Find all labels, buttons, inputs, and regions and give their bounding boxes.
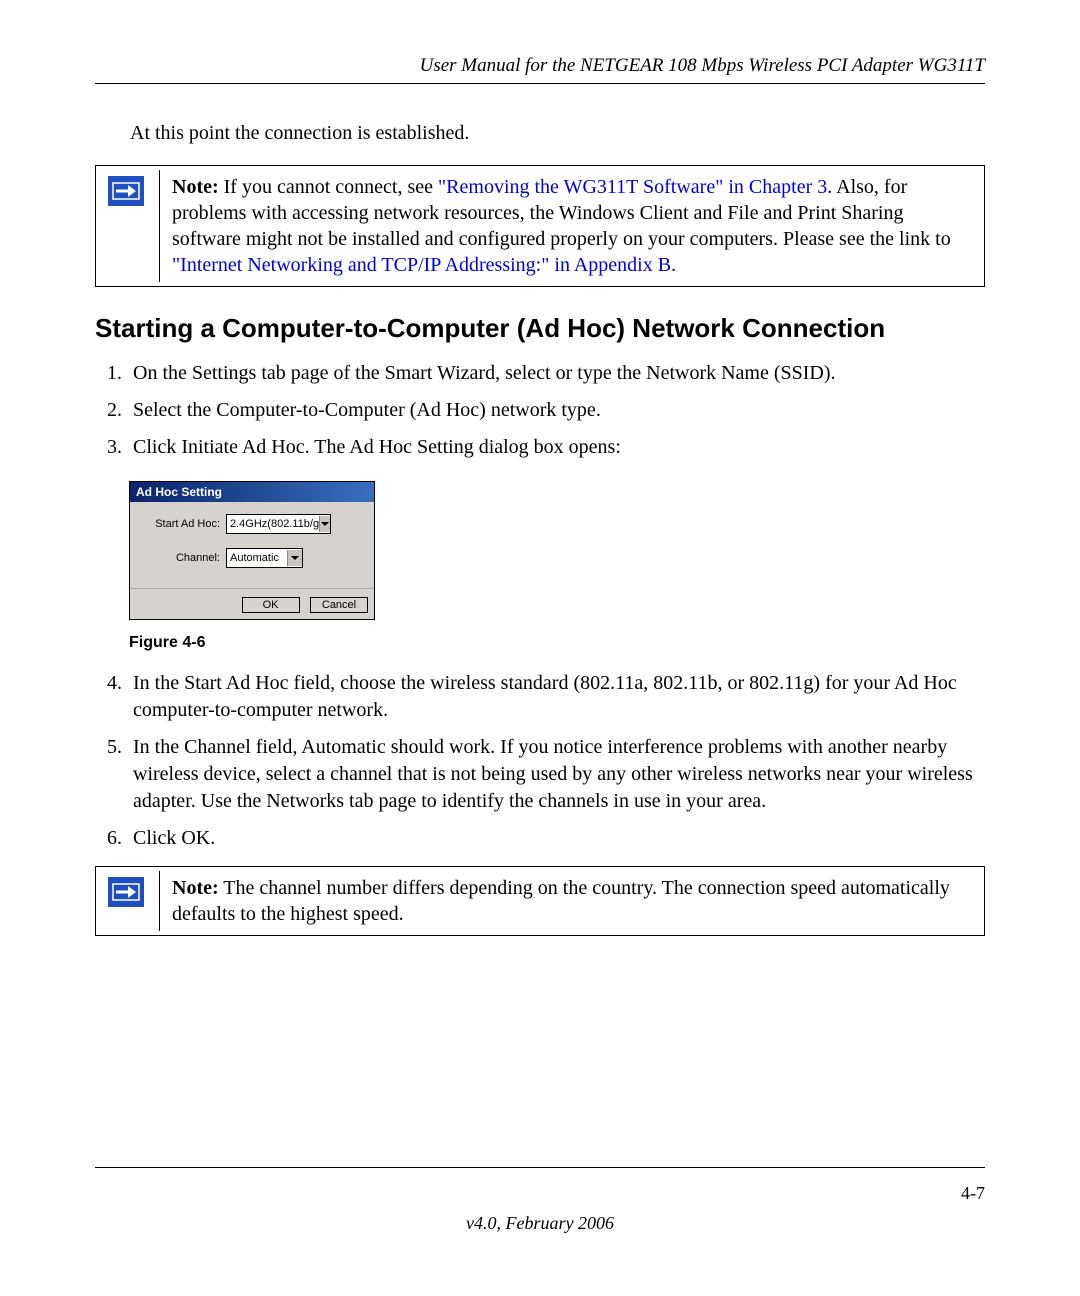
label-channel: Channel: — [140, 552, 226, 564]
figure-caption: Figure 4-6 — [129, 634, 985, 652]
page-number: 4-7 — [961, 1183, 985, 1204]
note-box-1: Note: If you cannot connect, see "Removi… — [95, 165, 985, 287]
arrow-right-icon — [108, 877, 144, 907]
note-1-bold: Note: — [172, 176, 219, 198]
note-2-bold: Note: — [172, 877, 219, 899]
note-1-prelink: If you cannot connect, see — [219, 176, 438, 198]
step-3: Click Initiate Ad Hoc. The Ad Hoc Settin… — [127, 434, 985, 461]
intro-paragraph: At this point the connection is establis… — [130, 120, 985, 147]
step-2: Select the Computer-to-Computer (Ad Hoc)… — [127, 397, 985, 424]
link-appendix-b[interactable]: "Internet Networking and TCP/IP Addressi… — [172, 254, 671, 276]
steps-list-continued: In the Start Ad Hoc field, choose the wi… — [95, 670, 985, 852]
note-1-text: Note: If you cannot connect, see "Removi… — [170, 170, 976, 282]
note-1-post: . — [671, 254, 676, 276]
select-channel-value: Automatic — [230, 552, 279, 564]
section-heading: Starting a Computer-to-Computer (Ad Hoc)… — [95, 313, 985, 344]
chevron-down-icon[interactable] — [319, 516, 330, 532]
step-6: Click OK. — [127, 825, 985, 852]
select-channel[interactable]: Automatic — [226, 548, 303, 568]
note-2-body: The channel number differs depending on … — [172, 877, 950, 925]
select-start-adhoc-value: 2.4GHz(802.11b/g — [230, 518, 319, 530]
adhoc-dialog: Ad Hoc Setting Start Ad Hoc: 2.4GHz(802.… — [129, 481, 375, 620]
page-header-title: User Manual for the NETGEAR 108 Mbps Wir… — [95, 55, 985, 83]
chevron-down-icon[interactable] — [287, 550, 302, 566]
select-start-adhoc[interactable]: 2.4GHz(802.11b/g — [226, 514, 331, 534]
step-1: On the Settings tab page of the Smart Wi… — [127, 360, 985, 387]
header-rule — [95, 83, 985, 84]
step-4: In the Start Ad Hoc field, choose the wi… — [127, 670, 985, 724]
steps-list: On the Settings tab page of the Smart Wi… — [95, 360, 985, 461]
step-5: In the Channel field, Automatic should w… — [127, 734, 985, 815]
cancel-button[interactable]: Cancel — [310, 597, 368, 613]
note-2-text: Note: The channel number differs dependi… — [170, 871, 976, 931]
label-start-adhoc: Start Ad Hoc: — [140, 518, 226, 530]
dialog-figure: Ad Hoc Setting Start Ad Hoc: 2.4GHz(802.… — [129, 481, 985, 620]
note-box-2: Note: The channel number differs dependi… — [95, 866, 985, 936]
footer-version: v4.0, February 2006 — [0, 1213, 1080, 1234]
arrow-right-icon — [108, 176, 144, 206]
ok-button[interactable]: OK — [242, 597, 300, 613]
link-removing-software[interactable]: "Removing the WG311T Software" in Chapte… — [438, 176, 827, 198]
footer-rule — [95, 1167, 985, 1168]
dialog-title-bar: Ad Hoc Setting — [130, 482, 374, 502]
